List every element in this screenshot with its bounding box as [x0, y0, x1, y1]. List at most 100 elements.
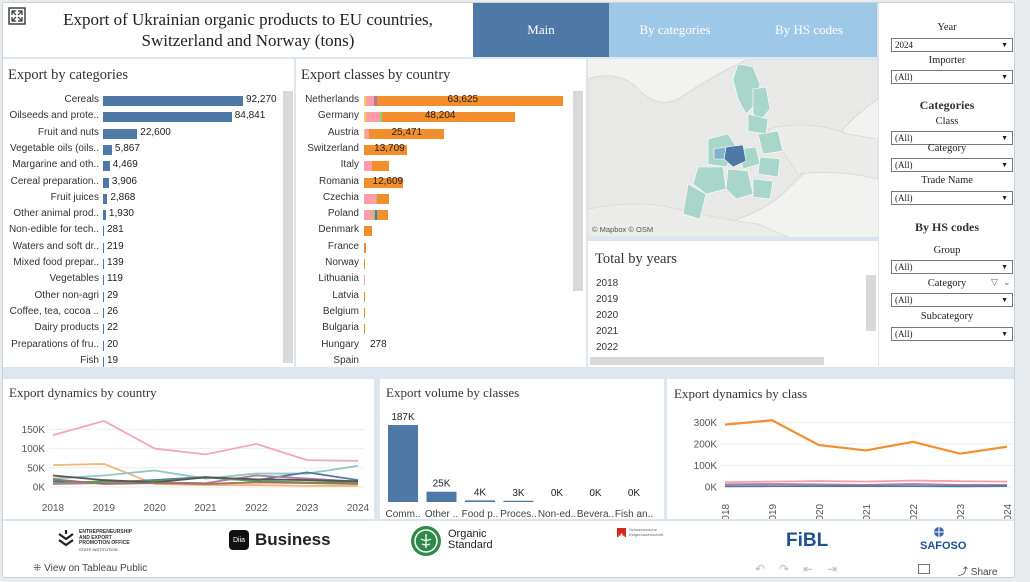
fullscreen-icon[interactable]: [8, 7, 26, 25]
tab-by-categories[interactable]: By categories: [609, 3, 741, 57]
trade-name-filter-label: Trade Name: [921, 175, 973, 186]
category-label: Other non-agri: [34, 289, 99, 301]
country-label: Italy: [340, 159, 359, 171]
tab-by-hs-codes[interactable]: By HS codes: [741, 3, 877, 57]
x-tick-label: 2023: [956, 503, 967, 519]
view-on-tableau-link[interactable]: ⁜ View on Tableau Public: [33, 563, 148, 574]
category-value: 139: [107, 257, 124, 268]
subcategory-select[interactable]: (All) ▼: [891, 327, 1013, 341]
dashboard-frame: Export of Ukrainian organic products to …: [2, 2, 1015, 578]
year-select[interactable]: 2024 ▼: [891, 38, 1013, 52]
country-label: France: [327, 240, 359, 252]
export-classes-by-country-panel: Export classes by country Netherlands 63,…: [296, 59, 586, 367]
category-value: 19: [107, 354, 119, 366]
category-value: 22: [107, 322, 119, 334]
organic-standard-logo-icon: [411, 526, 441, 556]
country-bar-segment: [365, 96, 374, 106]
year-row: 2022: [596, 342, 619, 353]
chevron-down-icon: ▼: [1001, 330, 1008, 338]
map-attribution[interactable]: © Mapbox © OSM: [592, 225, 654, 234]
class-select[interactable]: (All) ▼: [891, 131, 1013, 145]
scrollbar[interactable]: [573, 91, 583, 291]
country-bar-segment: [368, 128, 444, 139]
category-bar: [103, 96, 243, 106]
country-bar-segment: [377, 193, 390, 204]
column-value: 25K: [433, 479, 451, 490]
panel-title: Export dynamics by class: [674, 386, 808, 401]
year-filter-label: Year: [937, 22, 957, 33]
country-bar-segment: [364, 193, 376, 204]
safoso-logo-text: SAFOSO: [920, 540, 967, 552]
tableau-icon: ⁜: [33, 563, 42, 574]
chevron-down-icon: ▼: [1001, 161, 1008, 169]
country-bar-segment: [364, 144, 407, 155]
category-label: Dairy products: [34, 322, 99, 334]
class-filter-label: Class: [935, 116, 959, 127]
y-tick-label: 150K: [22, 425, 46, 436]
category-value: 2,868: [110, 191, 136, 203]
column-value: 187K: [391, 412, 415, 423]
filter-icon[interactable]: ▽: [991, 277, 998, 287]
hs-category-select[interactable]: (All) ▼: [891, 293, 1013, 307]
x-tick-label: 2022: [245, 503, 268, 514]
country-label: Austria: [327, 126, 359, 138]
column-category-label: Non-ed..: [538, 509, 576, 519]
column-value: 0K: [551, 488, 564, 499]
series-line: [724, 419, 1008, 455]
country-bar-segment: [364, 177, 404, 188]
category-select[interactable]: (All) ▼: [891, 158, 1013, 172]
swiss-flag-icon: [617, 528, 626, 540]
class-column: [426, 491, 457, 502]
country-bar-segment: [364, 291, 365, 302]
category-value: 20: [107, 338, 119, 350]
country-bar-segment: [377, 210, 389, 221]
scrollbar-horizontal[interactable]: [590, 357, 824, 365]
country-value: 48,204: [424, 110, 456, 122]
export-volume-by-classes-panel: Export volume by classes 187K Comm.. 25K Ot…: [380, 379, 664, 519]
category-value: 4,469: [112, 159, 138, 171]
column-value: 4K: [474, 487, 487, 498]
chevron-down-icon: ▼: [1001, 296, 1008, 304]
category-value: 22,600: [140, 126, 171, 138]
category-bar: [103, 259, 104, 269]
category-bar: [103, 144, 112, 155]
category-bar: [103, 356, 104, 367]
toolbar-undo-redo-icon[interactable]: ↶↷⇤⇥: [755, 562, 852, 576]
category-value: 1,930: [108, 208, 134, 220]
column-category-label: Comm..: [386, 509, 421, 519]
tab-main[interactable]: Main: [473, 3, 609, 57]
dashboard-title: Export of Ukrainian organic products to …: [3, 3, 473, 57]
country-bar-segment: [364, 275, 366, 286]
category-label: Cereals: [64, 94, 99, 105]
category-bar: [103, 210, 106, 221]
country-value: 12,609: [372, 175, 404, 187]
share-button[interactable]: ⤴ Share: [958, 567, 998, 578]
chevron-down-icon: ▼: [1001, 41, 1008, 49]
scrollbar-vertical[interactable]: [866, 275, 876, 331]
series-line: [724, 479, 1008, 484]
y-tick-label: 0K: [705, 483, 718, 494]
category-label: Fish: [80, 354, 99, 366]
europe-map[interactable]: © Mapbox © OSM: [587, 58, 879, 238]
country-bar-segment: [374, 210, 378, 221]
chevron-down-icon[interactable]: ⌄: [1003, 277, 1011, 287]
trade-name-select[interactable]: (All) ▼: [891, 191, 1013, 205]
fullscreen-toggle-icon[interactable]: [918, 564, 930, 574]
country-label: Switzerland: [307, 142, 359, 154]
category-label: Oilseeds and prote..: [9, 110, 100, 122]
title-line-1: Export of Ukrainian organic products to …: [63, 10, 433, 29]
hs-category-filter-label: Category: [927, 278, 967, 289]
chevron-down-icon: ▼: [1001, 134, 1008, 142]
chevron-down-icon: ▼: [1001, 73, 1008, 81]
group-select[interactable]: (All) ▼: [891, 260, 1013, 274]
category-label: Vegetable oils (oils..: [10, 142, 99, 154]
year-row: 2021: [596, 326, 619, 337]
country-label: Latvia: [332, 289, 359, 301]
export-dynamics-by-country-panel: Export dynamics by country 0K 50K 100K 150K…: [3, 379, 374, 519]
column-value: 0K: [589, 488, 602, 499]
category-value: 84,841: [234, 110, 266, 122]
category-label: Mixed food prepar..: [13, 257, 99, 268]
importer-select[interactable]: (All) ▼: [891, 70, 1013, 84]
importer-filter-label: Importer: [928, 55, 966, 66]
scrollbar[interactable]: [283, 91, 293, 363]
